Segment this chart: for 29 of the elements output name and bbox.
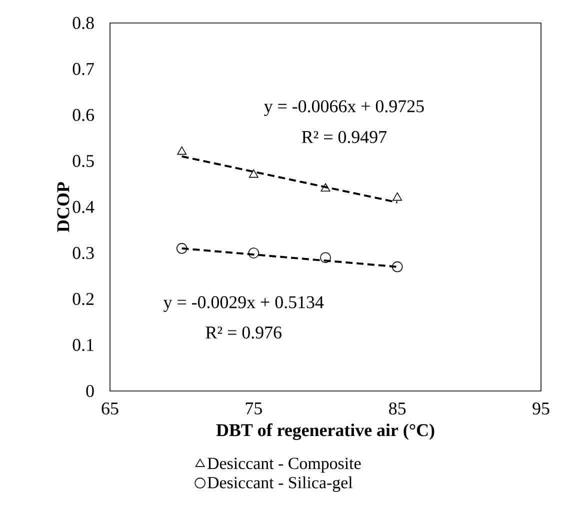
y-tick-label: 0	[86, 384, 94, 398]
point	[248, 248, 260, 258]
y-tick-label: 0.1	[72, 338, 94, 352]
point	[177, 146, 187, 155]
x-axis-title: DBT of regenerative air (°C)	[216, 423, 434, 440]
y-tick-label: 0.4	[72, 200, 94, 214]
point	[248, 169, 258, 178]
point	[320, 252, 331, 263]
x-tick-label: 75	[246, 402, 262, 414]
point	[392, 192, 402, 201]
y-axis-title: DCOP	[57, 182, 70, 232]
x-tick-label: 85	[389, 402, 406, 415]
annotation: y = -0.0029x + 0.5134	[163, 296, 324, 312]
y-tick-label: 0.2	[72, 292, 94, 306]
y-tick-label: 0.7	[72, 62, 94, 76]
point	[320, 183, 330, 192]
point	[176, 243, 188, 254]
y-tick-label: 0.5	[72, 154, 94, 168]
y-tick-label: 0.8	[72, 16, 94, 30]
annotation: R² = 0.9497	[302, 130, 387, 144]
annotation: R² = 0.976	[206, 326, 282, 339]
y-tick-label: 0.3	[72, 246, 94, 260]
x-tick-label: 95	[532, 402, 550, 415]
x-tick-label: 65	[102, 402, 118, 415]
point	[392, 261, 403, 272]
legend-label: Desiccant - Composite	[208, 458, 361, 473]
annotation: y = -0.0066x + 0.9725	[264, 100, 424, 116]
y-tick-label: 0.6	[72, 108, 94, 122]
legend-label: Desiccant - Silica-gel	[208, 476, 352, 492]
